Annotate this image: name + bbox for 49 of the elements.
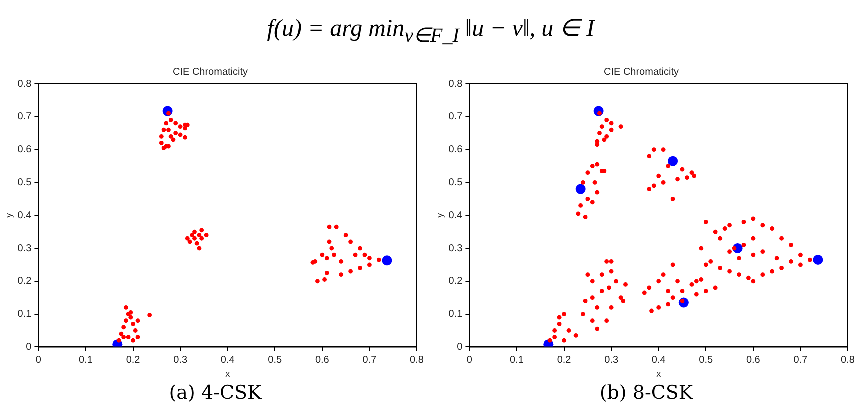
y-tick-label: 0.8 xyxy=(18,78,32,90)
x-tick-label: 0.3 xyxy=(174,354,188,366)
x-tick-label: 0.8 xyxy=(841,354,856,366)
x-tick-label: 0.4 xyxy=(652,354,666,366)
text: f(u) = arg min$_{v∈F_I}$ ‖u − v‖, u ∈ I xyxy=(267,15,595,48)
y-tick-label: 0.6 xyxy=(18,144,32,156)
text: (a) 4-CSK xyxy=(169,381,262,406)
y-tick-label: 0.2 xyxy=(448,276,464,288)
y-axis-title: y xyxy=(4,212,14,218)
x-tick-label: 0.2 xyxy=(126,354,141,366)
x-tick-label: 0.7 xyxy=(794,354,808,366)
y-tick-label: 0.4 xyxy=(18,210,32,222)
y-tick-label: 0.7 xyxy=(18,112,32,123)
x-tick-label: 0.4 xyxy=(220,354,236,366)
y-tick-label: 0.2 xyxy=(18,276,32,288)
y-tick-label: 0 xyxy=(26,342,32,353)
y-tick-label: 0.5 xyxy=(18,177,32,188)
y-tick-label: 0.3 xyxy=(448,243,464,254)
x-axis-title: x xyxy=(656,369,662,380)
x-tick-label: 0.5 xyxy=(268,354,283,366)
point xyxy=(382,256,392,266)
x-tick-label: 0.6 xyxy=(315,354,330,366)
x-axis-title: x xyxy=(226,369,231,380)
chart-title: CIE Chromaticity xyxy=(172,66,248,78)
x-tick-label: 0.3 xyxy=(604,354,619,366)
y-tick-label: 0.3 xyxy=(18,243,32,254)
point xyxy=(576,184,586,194)
text: (b) 8-CSK xyxy=(600,381,694,406)
x-tick-label: 0.8 xyxy=(410,354,424,366)
y-tick-label: 0.7 xyxy=(448,112,464,123)
x-tick-label: 0.2 xyxy=(557,354,572,366)
x-tick-label: 0 xyxy=(36,354,42,366)
y-tick-label: 0.6 xyxy=(448,144,464,156)
x-tick-label: 0.5 xyxy=(699,354,714,366)
y-tick-label: 0 xyxy=(457,342,464,353)
x-tick-label: 0.7 xyxy=(362,354,378,366)
y-axis-title: y xyxy=(434,212,445,218)
x-tick-label: 0.1 xyxy=(79,354,94,366)
y-tick-label: 0.8 xyxy=(448,78,464,90)
point xyxy=(668,156,678,166)
x-tick-label: 0.1 xyxy=(510,354,524,366)
y-tick-label: 0.1 xyxy=(448,309,464,320)
x-tick-label: 0.6 xyxy=(746,354,761,366)
point xyxy=(813,255,824,266)
y-tick-label: 0.1 xyxy=(18,309,32,320)
y-tick-label: 0.4 xyxy=(448,210,464,222)
x-tick-label: 0 xyxy=(466,354,473,366)
chart-title: CIE Chromaticity xyxy=(604,66,680,78)
y-tick-label: 0.5 xyxy=(448,177,464,188)
